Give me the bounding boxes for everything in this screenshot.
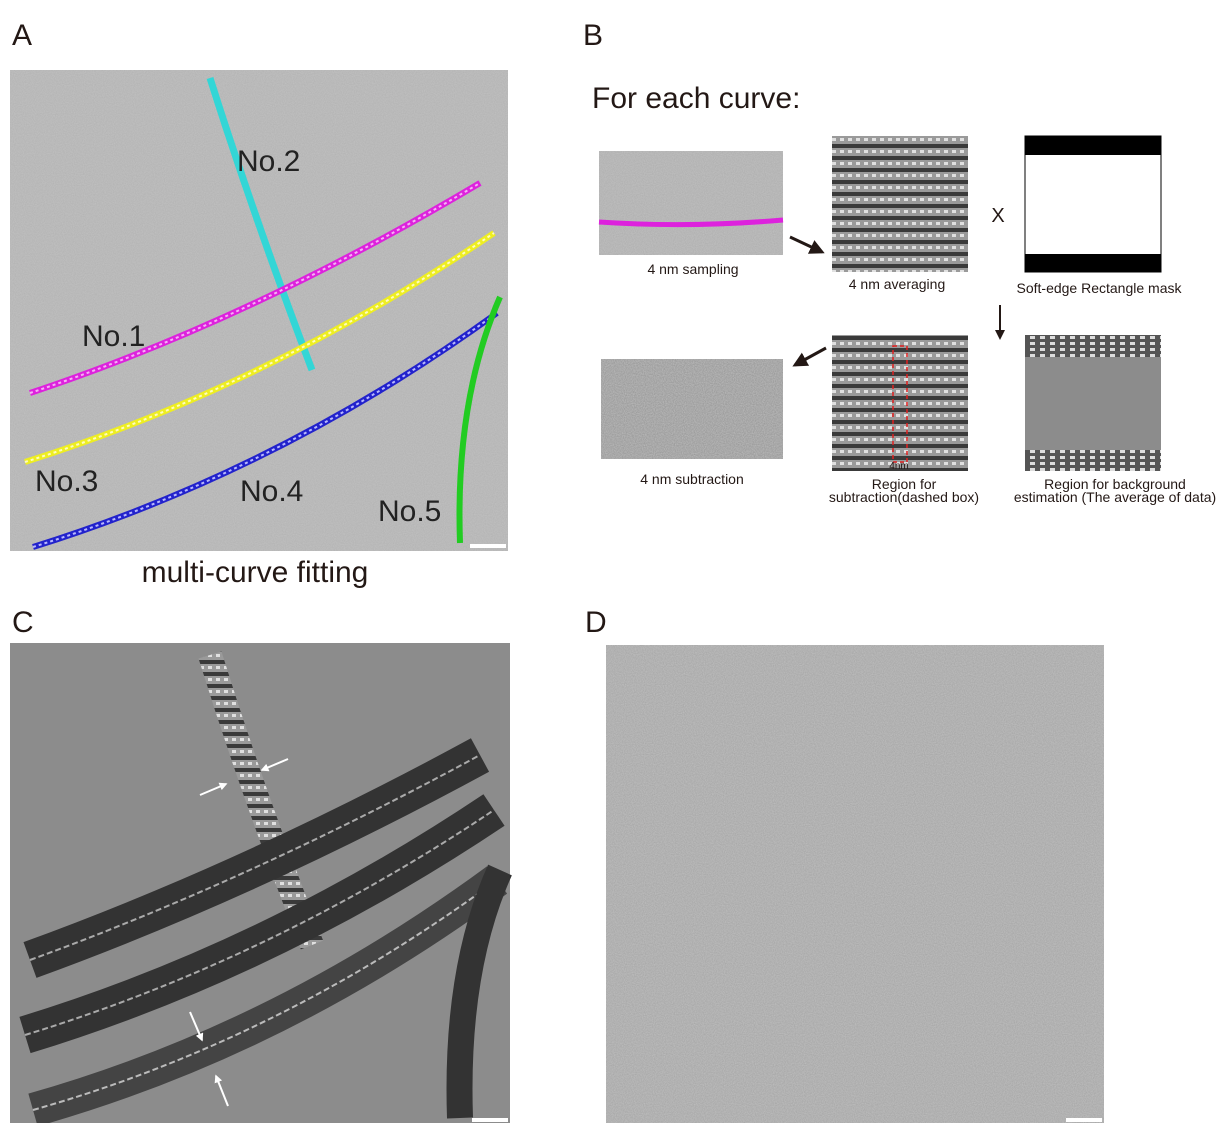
mask-band xyxy=(1025,136,1161,155)
caption: 4 nm sampling xyxy=(647,261,738,277)
panel-heading: For each curve: xyxy=(592,82,800,115)
panel-caption: multi-curve fitting xyxy=(142,556,369,589)
box-label: 4nm xyxy=(889,461,908,472)
curve-label: No.3 xyxy=(35,465,98,498)
caption: 4 nm subtraction xyxy=(640,471,744,487)
image-noise xyxy=(599,151,783,255)
scale-bar xyxy=(470,544,506,548)
curve-label: No.2 xyxy=(237,145,300,178)
image-band xyxy=(1025,450,1161,471)
arrow xyxy=(790,237,822,252)
mask xyxy=(1025,136,1161,272)
panel-c: C xyxy=(10,606,510,1123)
panel-label: D xyxy=(585,606,607,639)
image-noise xyxy=(601,359,783,459)
panel-label: B xyxy=(583,19,603,52)
panel-label: C xyxy=(12,606,34,639)
caption: 4 nm averaging xyxy=(849,276,946,292)
image xyxy=(832,136,968,272)
image-noise xyxy=(606,645,1104,1123)
caption: estimation (The average of data) xyxy=(1014,489,1216,505)
curve-label: No.5 xyxy=(378,495,441,528)
panel-label: A xyxy=(12,19,32,52)
mask-band xyxy=(1025,254,1161,272)
caption: subtraction(dashed box) xyxy=(829,489,979,505)
image xyxy=(832,335,968,471)
curve-label: No.1 xyxy=(82,320,145,353)
scale-bar xyxy=(1066,1118,1102,1122)
scale-bar xyxy=(472,1118,508,1122)
panel-a: A No.1 No.2 No.3 No.4 No.5 multi-curve f… xyxy=(10,19,508,589)
panel-b: B For each curve: 4 nm sampling 4 nm ave… xyxy=(583,19,1216,505)
operator: X xyxy=(991,205,1004,227)
caption: Soft-edge Rectangle mask xyxy=(1017,280,1183,296)
panel-d: D xyxy=(585,606,1104,1123)
curve-label: No.4 xyxy=(240,475,303,508)
image-band xyxy=(1025,335,1161,357)
figure: A No.1 No.2 No.3 No.4 No.5 multi-curve f… xyxy=(0,0,1219,1123)
arrow xyxy=(795,348,826,365)
